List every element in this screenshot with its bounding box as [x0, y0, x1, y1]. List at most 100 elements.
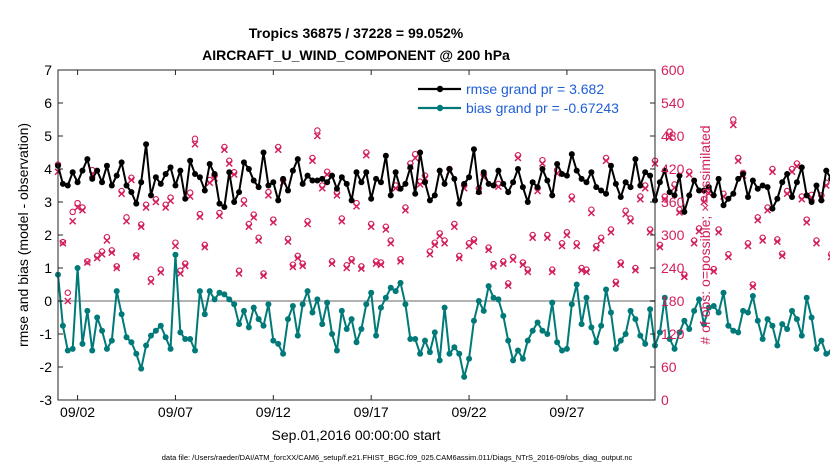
- obs-assimilated-marker: [108, 249, 116, 257]
- obs-assimilated-marker: [622, 210, 630, 218]
- bias-point: [534, 319, 541, 326]
- obs-assimilated-marker: [132, 253, 140, 261]
- bias-point: [255, 316, 262, 323]
- obs-assimilated-marker: [656, 243, 664, 251]
- obs-assimilated-marker: [167, 197, 175, 205]
- bias-point: [143, 342, 150, 349]
- bias-point: [598, 322, 605, 329]
- obs-assimilated-marker: [441, 239, 449, 247]
- y-right-tick-label: 300: [661, 227, 685, 243]
- bias-point: [720, 289, 727, 296]
- y-axis-right-label: # of obs: o=possible; ×=assimilated: [697, 125, 713, 344]
- y-left-tick-label: 7: [44, 62, 52, 78]
- rmse-point: [299, 180, 306, 187]
- bias-point: [529, 327, 536, 334]
- y-left-tick-label: -2: [40, 359, 53, 375]
- chart-subtitle: AIRCRAFT_U_WIND_COMPONENT @ 200 hPa: [202, 47, 510, 63]
- rmse-point: [103, 162, 110, 169]
- rmse-point: [607, 162, 614, 169]
- rmse-point: [407, 164, 414, 171]
- rmse-point: [671, 192, 678, 199]
- bias-point: [490, 294, 497, 301]
- y-right-tick-label: 480: [661, 128, 685, 144]
- obs-assimilated-marker: [147, 278, 155, 286]
- y-right-tick-label: 120: [661, 326, 685, 342]
- obs-assimilated-marker: [627, 217, 635, 225]
- rmse-point: [676, 172, 683, 179]
- bias-point: [201, 311, 208, 318]
- bias-point: [382, 294, 389, 301]
- rmse-point: [59, 180, 66, 187]
- legend-bias-marker: [436, 104, 444, 112]
- bias-point: [152, 327, 159, 334]
- obs-assimilated-marker: [685, 170, 693, 179]
- rmse-point: [167, 164, 174, 171]
- obs-assimilated-marker: [768, 168, 776, 176]
- bias-point: [192, 347, 199, 354]
- bias-point: [89, 347, 96, 354]
- obs-assimilated-marker: [411, 154, 419, 162]
- bias-point: [700, 321, 707, 328]
- rmse-point: [143, 141, 150, 148]
- rmse-point: [735, 175, 742, 182]
- rmse-point: [236, 189, 243, 196]
- rmse-point: [666, 189, 673, 196]
- rmse-point: [294, 156, 301, 163]
- rmse-point: [725, 195, 732, 202]
- obs-assimilated-marker: [152, 198, 160, 206]
- bias-point: [813, 345, 820, 352]
- obs-assimilated-marker: [235, 269, 243, 278]
- rmse-point: [387, 192, 394, 199]
- rmse-point: [764, 184, 771, 191]
- rmse-point: [495, 167, 502, 174]
- rmse-point: [79, 167, 86, 174]
- rmse-point: [348, 197, 355, 204]
- rmse-point: [275, 197, 282, 204]
- rmse-point: [480, 169, 487, 176]
- bias-point: [128, 339, 135, 346]
- bias-point: [749, 293, 756, 300]
- rmse-point: [324, 179, 331, 186]
- rmse-point: [377, 179, 384, 186]
- rmse-point: [593, 184, 600, 191]
- obs-assimilated-marker: [220, 146, 228, 154]
- obs-assimilated-marker: [509, 256, 517, 264]
- bias-point: [495, 296, 502, 303]
- obs-assimilated-marker: [401, 206, 409, 214]
- rmse-point: [177, 167, 184, 174]
- bias-point: [157, 322, 164, 329]
- obs-assimilated-marker: [485, 246, 493, 254]
- obs-assimilated-marker: [592, 244, 600, 252]
- obs-assimilated-marker: [78, 206, 86, 214]
- rmse-point: [769, 205, 776, 212]
- rmse-point: [338, 174, 345, 181]
- rmse-point: [632, 156, 639, 163]
- bias-point: [280, 350, 287, 357]
- rmse-point: [485, 180, 492, 187]
- bias-point: [113, 288, 120, 295]
- obs-assimilated-marker: [729, 121, 737, 129]
- y-right-tick-label: 180: [661, 293, 685, 309]
- y-left-tick-label: 6: [44, 95, 52, 111]
- bias-point: [187, 335, 194, 342]
- bias-point: [79, 340, 86, 347]
- chart-title: Tropics 36875 / 37228 = 99.052%: [249, 25, 464, 41]
- obs-assimilated-marker: [142, 203, 150, 212]
- x-tick-label: 09/27: [549, 404, 584, 420]
- bias-point: [637, 332, 644, 339]
- rmse-point: [201, 187, 208, 194]
- obs-assimilated-marker: [582, 268, 591, 276]
- rmse-point: [123, 182, 130, 189]
- rmse-point: [749, 177, 756, 184]
- rmse-line: [57, 143, 830, 213]
- rmse-point: [446, 166, 453, 172]
- obs-assimilated-marker: [362, 151, 370, 159]
- rmse-point: [226, 169, 233, 176]
- rmse-point: [740, 170, 747, 177]
- obs-assimilated-marker: [450, 223, 458, 231]
- bias-point: [387, 284, 394, 291]
- bias-point: [505, 337, 512, 344]
- bias-point: [617, 337, 624, 344]
- obs-assimilated-marker: [313, 132, 321, 140]
